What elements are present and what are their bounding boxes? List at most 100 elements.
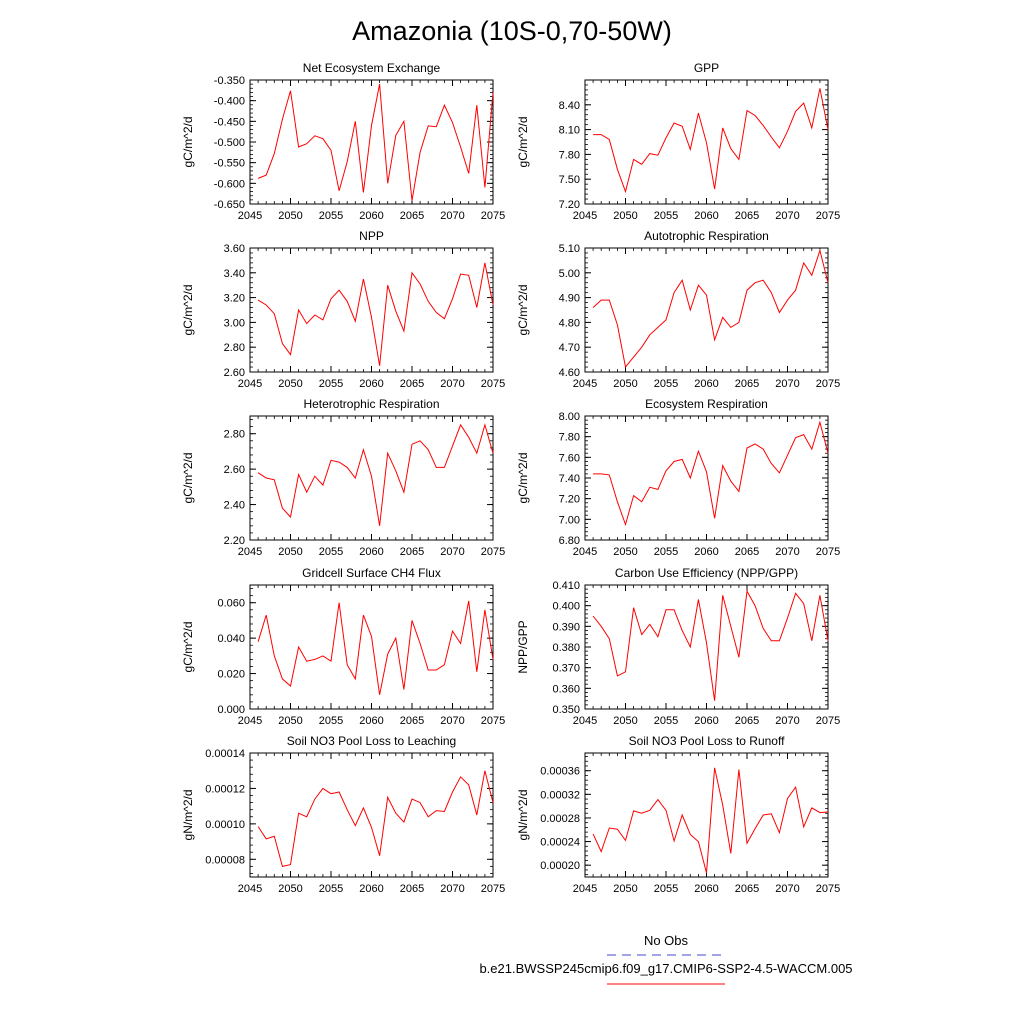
x-tick-label: 2045 [238,546,262,558]
y-tick-label: 0.00028 [540,813,580,825]
y-tick-label: 2.80 [224,429,245,441]
y-axis-label: gC/m^2/d [181,117,195,168]
y-tick-label: 0.00024 [540,837,580,849]
panel-title: Heterotrophic Respiration [303,397,439,411]
y-tick-label: -0.650 [214,199,245,211]
y-tick-label: 3.20 [224,293,245,305]
y-tick-label: 8.40 [559,100,580,112]
x-tick-label: 2050 [278,883,302,895]
x-tick-label: 2045 [573,883,597,895]
x-tick-label: 2075 [816,546,840,558]
x-tick-label: 2075 [481,883,505,895]
x-tick-label: 2050 [613,378,637,390]
y-tick-label: 7.80 [559,432,580,444]
plot-frame [584,584,829,710]
x-tick-label: 2055 [319,715,343,727]
x-tick-label: 2050 [613,715,637,727]
y-tick-label: 2.40 [224,500,245,512]
y-tick-label: 7.20 [559,199,580,211]
y-axis-label: gN/m^2/d [181,790,195,841]
y-tick-label: 8.10 [559,125,580,137]
x-tick-label: 2050 [278,378,302,390]
series-line [257,262,494,366]
series-line [257,423,494,526]
panel-title: GPP [694,61,719,75]
x-tick-label: 2075 [816,883,840,895]
x-tick-label: 2065 [735,210,759,222]
y-tick-label: 0.00032 [540,789,580,801]
plot-frame [249,247,494,373]
figure-title: Amazonia (10S-0,70-50W) [352,16,672,46]
y-tick-label: 7.60 [559,452,580,464]
y-axis-label: gC/m^2/d [516,117,530,168]
y-tick-label: 7.20 [559,494,580,506]
x-tick-label: 2045 [238,378,262,390]
y-tick-label: 7.40 [559,473,580,485]
x-tick-label: 2060 [694,715,718,727]
y-tick-label: 4.70 [559,342,580,354]
x-tick-label: 2045 [238,883,262,895]
y-tick-label: 0.00008 [205,854,245,866]
series-line [592,589,829,701]
x-tick-label: 2070 [775,210,799,222]
x-tick-label: 2060 [694,883,718,895]
panel: Autotrophic Respiration gC/m^2/d 2045 2050 2… [516,229,840,390]
y-tick-label: 5.00 [559,268,580,280]
series-line [592,767,829,874]
series-line [257,600,494,695]
y-tick-label: 0.00036 [540,766,580,778]
x-tick-label: 2070 [775,546,799,558]
plot-frame [584,752,829,878]
y-tick-label: 0.380 [552,642,580,654]
y-tick-label: 0.400 [552,601,580,613]
x-tick-label: 2065 [400,546,424,558]
x-tick-label: 2055 [319,378,343,390]
y-tick-label: 0.350 [552,704,580,716]
series-line [593,420,829,527]
panel: Ecosystem Respiration gC/m^2/d 2045 2050 205… [516,397,840,558]
x-tick-label: 2075 [481,210,505,222]
y-tick-label: 0.370 [552,663,580,675]
x-tick-label: 2060 [359,210,383,222]
y-tick-label: -0.450 [214,116,245,128]
x-tick-label: 2060 [694,546,718,558]
y-tick-label: -0.500 [214,137,245,149]
x-tick-label: 2070 [440,546,464,558]
x-tick-label: 2050 [278,546,302,558]
legend-model-label: b.e21.BWSSP245cmip6.f09_g17.CMIP6-SSP2-4… [479,961,852,976]
plot-frame [249,79,494,205]
legend: No Obs b.e21.BWSSP245cmip6.f09_g17.CMIP6… [479,933,853,985]
x-tick-label: 2045 [573,210,597,222]
y-tick-label: 0.00012 [205,783,245,795]
x-tick-label: 2055 [319,210,343,222]
x-tick-label: 2045 [573,378,597,390]
x-tick-label: 2075 [481,715,505,727]
x-tick-label: 2055 [319,883,343,895]
y-axis-label: gC/m^2/d [516,285,530,336]
y-tick-label: 0.00020 [540,860,580,872]
y-tick-label: 0.00014 [205,748,245,760]
plot-frame [249,752,494,878]
x-tick-label: 2075 [816,378,840,390]
y-tick-label: 0.040 [217,633,245,645]
plot-frame [249,415,494,541]
panel-title: Soil NO3 Pool Loss to Runoff [629,734,786,748]
y-tick-label: 3.00 [224,317,245,329]
y-tick-label: 8.00 [559,411,580,423]
series-line [593,88,829,194]
x-tick-label: 2070 [440,883,464,895]
x-tick-label: 2045 [238,210,262,222]
panel-title: Soil NO3 Pool Loss to Leaching [287,734,456,748]
x-tick-label: 2065 [400,210,424,222]
x-tick-label: 2050 [278,715,302,727]
y-tick-label: 2.60 [224,367,245,379]
x-tick-label: 2070 [440,210,464,222]
y-tick-label: 0.410 [552,580,580,592]
panel: NPP gC/m^2/d 2045 2050 2055 2060 2065 2070 2075 2… [181,229,505,390]
x-tick-label: 2065 [400,378,424,390]
y-tick-label: 5.10 [559,243,580,255]
y-axis-label: gC/m^2/d [516,453,530,504]
x-tick-label: 2065 [735,546,759,558]
y-tick-label: 3.60 [224,243,245,255]
panel: Heterotrophic Respiration gC/m^2/d 2045 205… [181,397,505,558]
